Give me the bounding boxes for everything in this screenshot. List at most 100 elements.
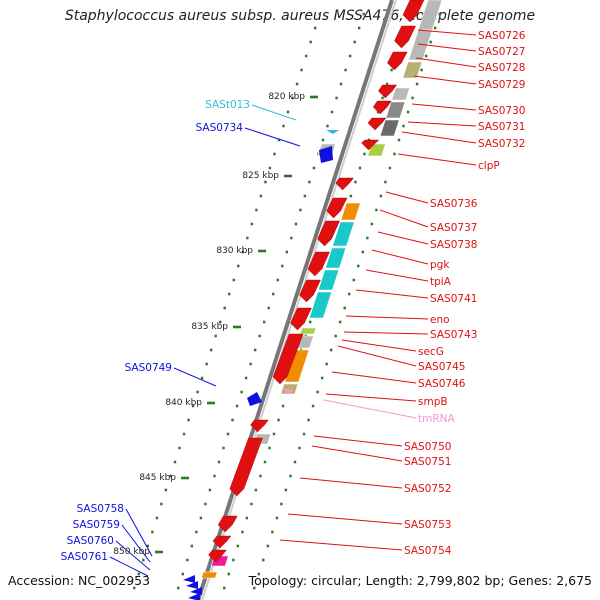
gene-label-sast013: SASt013	[205, 99, 250, 111]
track-dot	[240, 390, 243, 394]
track-dot	[285, 250, 289, 254]
gene-label-sas0758: SAS0758	[77, 503, 124, 515]
label-callout	[279, 539, 403, 551]
track-dot	[381, 96, 384, 100]
track-dot	[304, 54, 308, 58]
track-dot	[357, 26, 361, 30]
reverse-gene	[378, 84, 397, 99]
track-dot	[137, 572, 140, 576]
track-dot	[330, 110, 334, 114]
track-dot	[385, 82, 389, 86]
track-dot	[361, 250, 365, 254]
reverse-gene	[229, 437, 263, 497]
track-dot	[222, 446, 225, 450]
label-callout	[299, 477, 403, 489]
track-dot	[375, 208, 378, 212]
reverse-gene	[250, 419, 269, 433]
scale-label: 840 kbp	[165, 398, 202, 408]
cog-block	[325, 247, 347, 269]
track-dot	[227, 572, 230, 576]
track-dot	[241, 250, 245, 254]
track-dot	[262, 320, 266, 324]
tmrna-marker	[282, 388, 294, 394]
track-dot	[200, 376, 204, 380]
track-dot	[300, 68, 303, 72]
track-dot	[231, 418, 234, 422]
gene-label-secg: secG	[418, 346, 444, 358]
scale-label: 845 kbp	[139, 473, 176, 483]
track-dot	[223, 306, 226, 310]
track-dot	[237, 264, 240, 268]
gene-label-sas0750: SAS0750	[404, 441, 451, 453]
track-dot	[160, 502, 163, 506]
track-dot	[181, 572, 184, 576]
reverse-gene	[367, 117, 387, 131]
cog-block	[200, 571, 218, 579]
forward-gene-small	[188, 593, 200, 600]
track-dot	[313, 26, 317, 30]
track-dot	[352, 278, 355, 282]
scale-label: 830 kbp	[216, 246, 253, 256]
track-dot	[146, 544, 150, 548]
track-dot	[397, 138, 401, 142]
label-callout	[311, 445, 403, 462]
reverse-gene	[208, 549, 227, 563]
track-dot	[339, 82, 343, 86]
gene-label-smpb: smpB	[418, 396, 448, 408]
track-dot	[208, 488, 212, 492]
track-dot	[321, 138, 325, 142]
track-dot	[309, 40, 312, 44]
track-dot	[199, 516, 203, 520]
track-dot	[155, 516, 159, 520]
track-dot	[268, 166, 272, 170]
label-callout	[411, 103, 477, 111]
track-dot	[204, 502, 207, 506]
label-callout	[377, 231, 429, 245]
reverse-gene	[217, 515, 238, 533]
track-dot	[295, 82, 299, 86]
track-dot	[255, 208, 258, 212]
track-dot	[245, 516, 249, 520]
track-dot	[353, 40, 356, 44]
reverse-gene	[317, 220, 340, 247]
gene-label-sas0753: SAS0753	[404, 519, 451, 531]
track-dot	[344, 68, 347, 72]
label-callout	[337, 345, 417, 367]
scale-tick	[207, 401, 215, 405]
gene-label-sas0760: SAS0760	[67, 535, 114, 547]
track-dot	[246, 236, 249, 240]
gene-label-sas0729: SAS0729	[478, 79, 525, 91]
gene-label-clpp: clpP	[478, 160, 500, 172]
scale-tick	[310, 95, 318, 99]
track-dot	[250, 502, 253, 506]
forward-gene-small	[186, 581, 198, 589]
reverse-gene	[272, 333, 304, 385]
label-callout	[341, 339, 417, 352]
track-dot	[311, 404, 315, 408]
track-dot	[142, 558, 145, 562]
label-callout	[365, 269, 429, 282]
track-dot	[226, 432, 230, 436]
gene-label-tpia: tpiA	[430, 276, 452, 288]
track-dot	[424, 54, 428, 58]
track-dot	[299, 208, 302, 212]
track-dot	[308, 320, 312, 324]
track-dot	[349, 194, 353, 198]
track-dot	[213, 474, 216, 478]
label-callout	[417, 43, 477, 52]
track-dot	[433, 26, 437, 30]
track-dot	[390, 68, 393, 72]
track-dot	[293, 460, 297, 464]
cog-block	[308, 291, 333, 319]
track-dot	[354, 180, 357, 184]
cog-block	[408, 29, 433, 61]
forward-gene-small	[190, 587, 202, 595]
track-dot	[277, 418, 280, 422]
track-dot	[173, 460, 177, 464]
track-dot	[257, 572, 260, 576]
track-dot	[268, 446, 271, 450]
track-dot	[218, 320, 222, 324]
label-callout	[244, 127, 301, 147]
label-callout	[355, 289, 429, 299]
track-dot	[273, 152, 276, 156]
